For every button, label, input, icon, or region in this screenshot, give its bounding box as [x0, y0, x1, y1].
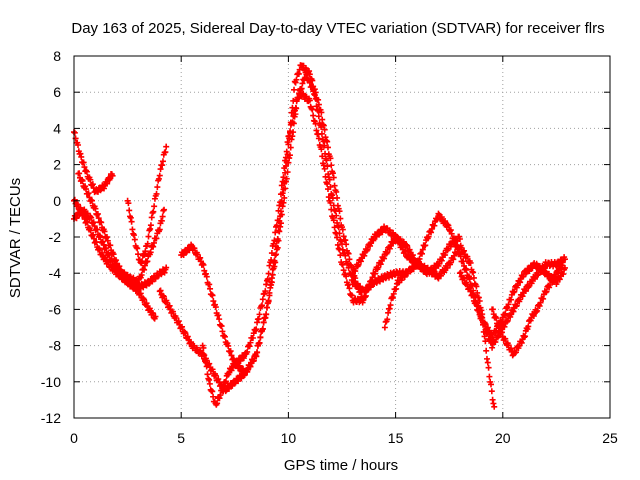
series-sat-track-e: [75, 170, 159, 322]
series-sat-track-d: [124, 143, 170, 267]
series-sat-track-a: [71, 129, 116, 196]
data-point-markers: [71, 129, 116, 196]
series-sat-track-l: [489, 258, 566, 359]
data-point-markers: [381, 242, 498, 410]
data-point-markers: [124, 143, 170, 267]
x-axis-title: GPS time / hours: [284, 457, 398, 474]
y-tick-label: 0: [53, 193, 61, 209]
x-tick-label: 20: [495, 430, 511, 446]
x-tick-label: 5: [177, 430, 185, 446]
axis-ticks: 0 5 10 15 20 25 -12 -10 -8 -6 -4 -2 0 2 4 6 8: [41, 48, 618, 446]
y-tick-label: 6: [53, 84, 61, 100]
y-tick-label: 2: [53, 157, 61, 173]
data-point-markers: [178, 69, 410, 377]
y-tick-label: -8: [49, 338, 62, 354]
y-axis-title: SDTVAR / TECUs: [7, 178, 24, 298]
data-series: [71, 62, 568, 410]
x-tick-label: 0: [70, 430, 78, 446]
chart-title: Day 163 of 2025, Sidereal Day-to-day VTE…: [71, 20, 604, 37]
x-tick-label: 15: [388, 430, 404, 446]
series-sat-track-g: [178, 69, 410, 377]
y-tick-label: -12: [41, 410, 61, 426]
data-point-markers: [489, 258, 566, 359]
y-tick-label: 4: [53, 120, 61, 136]
y-tick-label: -10: [41, 374, 61, 390]
y-tick-label: 8: [53, 48, 61, 64]
y-tick-label: -4: [49, 265, 62, 281]
data-point-markers: [75, 170, 159, 322]
x-tick-label: 10: [281, 430, 297, 446]
x-tick-label: 25: [602, 430, 618, 446]
y-tick-label: -6: [49, 301, 62, 317]
y-tick-label: -2: [49, 229, 62, 245]
series-sat-track-i: [381, 242, 498, 410]
